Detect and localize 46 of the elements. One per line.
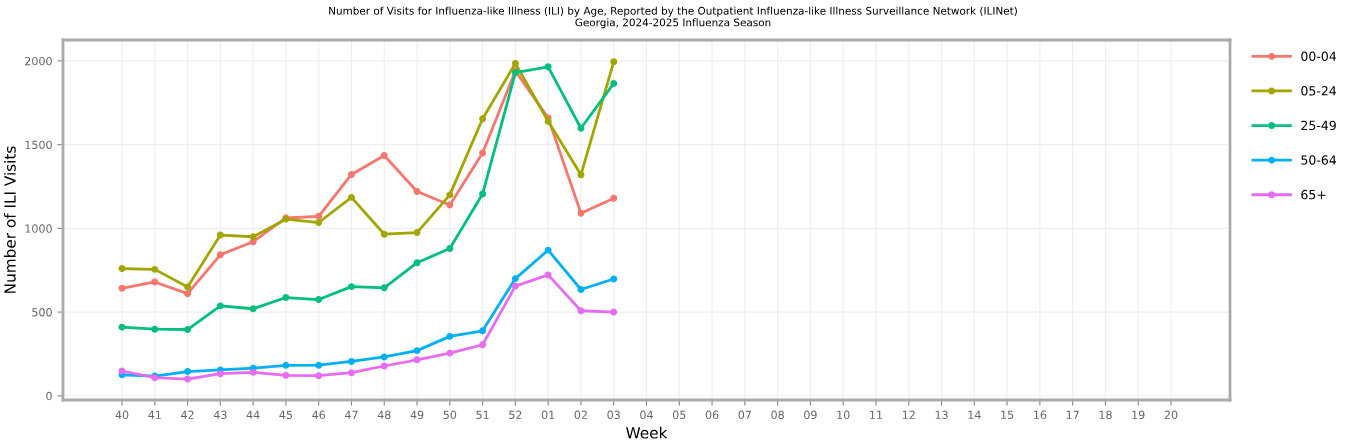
x-tick-label: 05	[672, 410, 686, 420]
x-tick-label: 17	[1066, 410, 1079, 419]
y-tick-label: 2000	[25, 56, 52, 66]
legend-label: 25-49	[1301, 120, 1336, 131]
legend-label: 05-24	[1301, 86, 1337, 96]
x-tick-label: 48	[377, 410, 391, 420]
x-tick-label: 09	[804, 410, 817, 420]
x-tick-label: 08	[771, 410, 784, 420]
x-tick-label: 50	[443, 410, 457, 420]
y-tick-label: 500	[32, 308, 52, 317]
x-tick-label: 46	[312, 410, 326, 420]
x-tick-label: 06	[705, 410, 719, 420]
x-tick-label: 07	[738, 410, 751, 420]
x-tick-label: 14	[968, 410, 981, 419]
x-tick-label: 40	[115, 410, 129, 420]
legend-label: 00-04	[1301, 51, 1337, 61]
x-tick-label: 11	[870, 410, 883, 419]
y-tick-label: 1000	[25, 224, 52, 233]
x-tick-label: 47	[344, 410, 358, 419]
x-tick-label: 13	[935, 410, 948, 420]
x-axis-title: Week	[626, 426, 668, 439]
legend-label: 65+	[1301, 189, 1326, 200]
chart-title: Number of Visits for Influenza-like Illness (ILI) by Age, Reported by the Outpatient Influenza-like Illness Surveillance Network (ILINet) Georgia, 2024-2025 Influenza Season	[329, 6, 1017, 29]
x-tick-label: 10	[837, 410, 850, 420]
x-tick-label: 49	[410, 410, 424, 420]
x-tick-label: 02	[574, 410, 587, 420]
x-tick-label: 19	[1132, 410, 1145, 420]
x-tick-label: 43	[213, 410, 227, 420]
x-tick-label: 03	[607, 410, 620, 420]
y-tick-label: 0	[46, 391, 52, 401]
x-tick-label: 12	[902, 410, 915, 419]
y-tick-label: 1500	[25, 140, 52, 150]
x-tick-label: 44	[246, 410, 260, 419]
x-tick-label: 20	[1164, 410, 1178, 420]
x-tick-label: 04	[640, 410, 653, 420]
x-tick-label: 52	[509, 410, 522, 420]
x-tick-label: 15	[1001, 410, 1014, 420]
y-axis-title: Number of ILI Visits	[3, 146, 16, 293]
x-tick-label: 01	[541, 410, 555, 420]
x-tick-label: 51	[476, 410, 489, 420]
x-tick-label: 42	[181, 410, 194, 419]
legend-label: 50-64	[1301, 155, 1337, 165]
x-tick-label: 18	[1099, 410, 1112, 420]
x-tick-label: 45	[279, 410, 293, 420]
x-tick-label: 16	[1034, 410, 1047, 420]
x-tick-label: 41	[148, 410, 161, 419]
